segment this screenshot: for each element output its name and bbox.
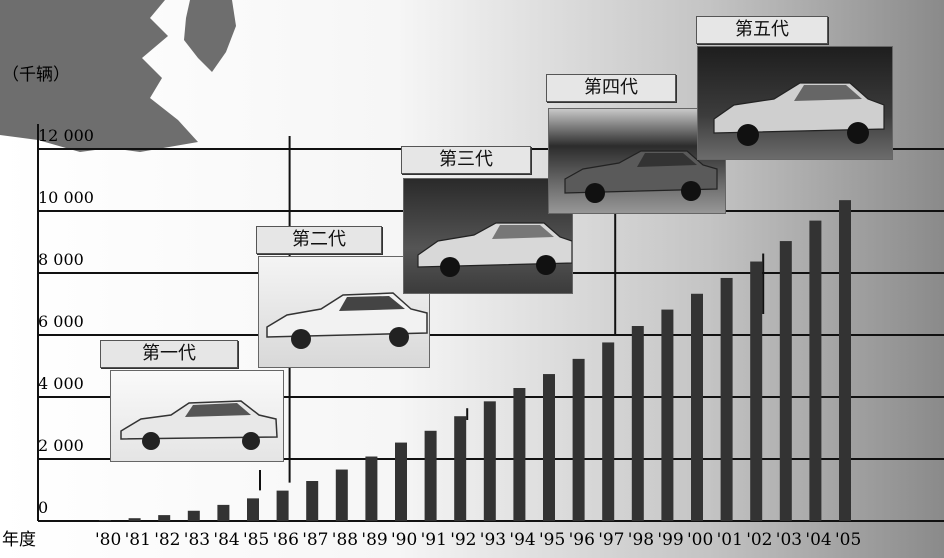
bar-94 xyxy=(513,388,526,521)
x-tick-label: '98 xyxy=(628,530,654,550)
bar-80 xyxy=(99,520,111,521)
bar-01 xyxy=(720,277,733,521)
bar-02 xyxy=(750,261,763,521)
bar-90 xyxy=(395,442,407,521)
y-tick-label: 4 000 xyxy=(38,374,84,393)
x-tick-label: '97 xyxy=(598,530,624,550)
x-tick-label: '01 xyxy=(717,530,743,550)
bar-83 xyxy=(187,510,200,521)
y-tick-label: 12 000 xyxy=(38,126,94,145)
bar-99 xyxy=(661,309,674,521)
generation-label-5: 第五代 xyxy=(696,16,828,44)
bar-04 xyxy=(809,220,822,522)
x-axis-title: 年度 xyxy=(2,530,36,550)
bar-98 xyxy=(631,326,644,521)
bar-00 xyxy=(691,293,703,521)
generation-label-3: 第三代 xyxy=(401,146,531,174)
generation-label-1: 第一代 xyxy=(100,340,238,368)
bar-91 xyxy=(424,430,437,521)
bar-85 xyxy=(247,498,259,521)
x-tick-label: '90 xyxy=(391,530,417,550)
decorative-map-shape-small xyxy=(184,0,236,72)
bar-95 xyxy=(543,374,555,521)
bar-87 xyxy=(306,481,319,521)
car-photo-generation-1 xyxy=(110,370,284,462)
bar-97 xyxy=(602,342,615,521)
car-photo-generation-4 xyxy=(548,108,726,214)
x-tick-label: '84 xyxy=(213,530,239,550)
x-tick-labels: 年度 '80'81'82'83'84'85'86'87'88'89'90'91'9… xyxy=(2,530,861,550)
bars xyxy=(99,200,851,522)
y-tick-label: 2 000 xyxy=(38,436,84,455)
x-tick-label: '80 xyxy=(95,530,121,550)
x-tick-label: '03 xyxy=(776,530,802,550)
y-axis-unit-label: （千辆） xyxy=(2,65,70,85)
x-tick-label: '86 xyxy=(273,530,299,550)
x-tick-label: '95 xyxy=(539,530,565,550)
bar-86 xyxy=(276,490,289,521)
x-tick-label: '02 xyxy=(746,530,772,550)
x-tick-label: '91 xyxy=(421,530,447,550)
bar-89 xyxy=(365,456,378,521)
bar-03 xyxy=(779,241,792,521)
bar-93 xyxy=(483,401,496,521)
x-tick-label: '05 xyxy=(835,530,861,550)
x-tick-label: '83 xyxy=(184,530,210,550)
bar-81 xyxy=(128,518,141,521)
x-tick-label: '85 xyxy=(243,530,269,550)
x-tick-label: '87 xyxy=(302,530,328,550)
decorative-map-shape xyxy=(0,0,198,152)
x-tick-label: '96 xyxy=(569,530,595,550)
x-tick-label: '93 xyxy=(480,530,506,550)
y-tick-label: 0 xyxy=(38,498,48,517)
x-tick-label: '99 xyxy=(657,530,683,550)
car-photo-generation-5 xyxy=(697,46,893,160)
bar-88 xyxy=(335,469,348,521)
x-tick-label: '00 xyxy=(687,530,713,550)
x-tick-label: '92 xyxy=(450,530,476,550)
y-tick-label: 8 000 xyxy=(38,250,84,269)
car-photo-generation-2 xyxy=(258,256,430,368)
y-tick-label: 6 000 xyxy=(38,312,84,331)
x-tick-label: '88 xyxy=(332,530,358,550)
bar-82 xyxy=(158,515,171,521)
x-tick-label: '82 xyxy=(154,530,180,550)
bar-84 xyxy=(217,504,230,521)
y-tick-labels: 0 2 000 4 000 6 000 8 000 10 000 12 000 xyxy=(38,126,94,517)
x-tick-label: '81 xyxy=(125,530,151,550)
x-tick-label: '04 xyxy=(805,530,831,550)
generation-label-2: 第二代 xyxy=(256,226,382,254)
bar-92 xyxy=(454,416,467,521)
y-tick-label: 10 000 xyxy=(38,188,94,207)
generation-label-4: 第四代 xyxy=(546,74,676,102)
car-photo-generation-3 xyxy=(403,178,573,294)
bar-05 xyxy=(839,200,851,521)
bar-96 xyxy=(572,358,585,521)
x-tick-label: '89 xyxy=(361,530,387,550)
x-tick-label: '94 xyxy=(509,530,535,550)
